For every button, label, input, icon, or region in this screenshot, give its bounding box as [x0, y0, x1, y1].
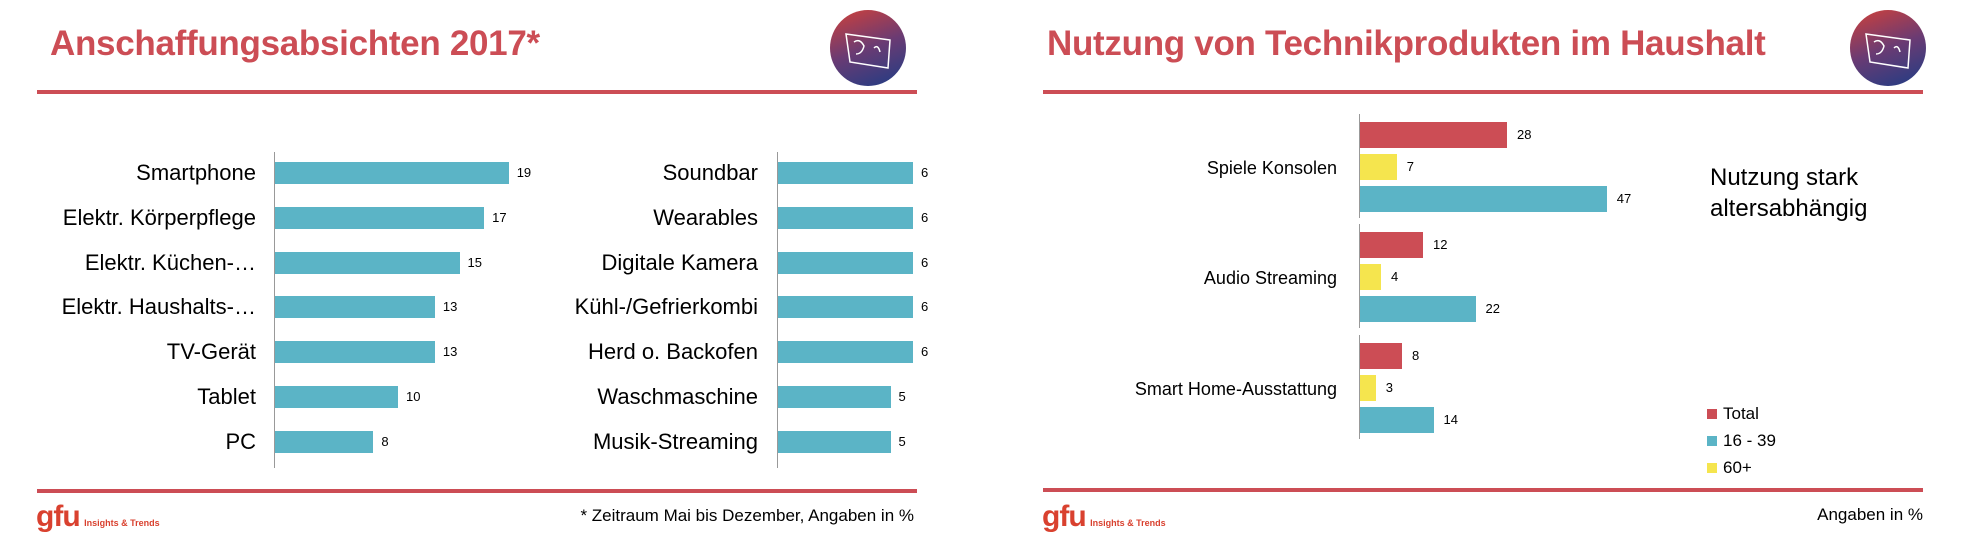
data-label: 10: [406, 389, 421, 404]
slide-title: Anschaffungsabsichten 2017*: [50, 24, 540, 63]
bar: [275, 341, 435, 364]
category-label: Elektr. Küchen-…: [84, 249, 256, 275]
data-label: 47: [1616, 191, 1632, 206]
bar: [1360, 264, 1381, 290]
category-label: Soundbar: [662, 160, 758, 185]
gfu-logo-subtitle: Insights & Trends: [84, 518, 160, 528]
side-note-line: Nutzung stark: [1710, 164, 1859, 191]
category-label: Musik-Streaming: [592, 428, 758, 454]
data-label: 19: [516, 165, 532, 180]
bar: [778, 430, 891, 453]
bar: [1360, 343, 1402, 369]
category-label: Smartphone: [136, 160, 256, 185]
data-label: 28: [1517, 127, 1532, 142]
legend-label: 16 - 39: [1723, 431, 1776, 450]
data-label: 8: [1412, 348, 1420, 363]
title-divider: [37, 90, 917, 94]
bar: [1360, 407, 1434, 433]
data-label: 3: [1385, 380, 1393, 395]
gfu-logo: gfu Insights & Trends: [36, 500, 160, 534]
brand-logo-icon: [1850, 10, 1926, 86]
bar: [778, 162, 913, 184]
brand-logo-icon: [830, 10, 906, 86]
gfu-logo-text: gfu: [1042, 500, 1087, 533]
category-label: Herd o. Backofen: [588, 339, 758, 365]
bar: [778, 386, 891, 408]
data-label: 6: [921, 299, 929, 315]
bar: [275, 386, 398, 408]
bar: [778, 296, 913, 319]
footer-divider: [1043, 488, 1923, 492]
category-label: PC: [225, 428, 256, 454]
data-label: 4: [1391, 269, 1399, 284]
legend-label: 60+: [1723, 458, 1752, 477]
data-label: 8: [381, 433, 389, 449]
gfu-logo: gfu Insights & Trends: [1042, 500, 1166, 534]
category-label: Tablet: [197, 384, 256, 409]
data-label: 22: [1485, 301, 1500, 316]
data-label: 13: [442, 344, 458, 360]
category-label: TV-Gerät: [166, 339, 256, 365]
bar: [1360, 375, 1376, 401]
category-label: Elektr. Haushalts-…: [61, 294, 256, 320]
category-label: Waschmaschine: [597, 384, 758, 409]
chart-axis: [777, 152, 778, 468]
legend-label: Total: [1723, 404, 1759, 423]
data-label: 5: [898, 433, 906, 449]
data-label: 6: [921, 165, 929, 180]
bar: [778, 251, 913, 274]
bar: [275, 162, 509, 184]
category-label: Smart Home-Ausstattung: [1134, 379, 1337, 399]
data-label: 6: [921, 254, 929, 270]
gfu-logo-text: gfu: [36, 500, 81, 533]
slide-title: Nutzung von Technikprodukten im Haushalt: [1047, 24, 1766, 63]
bar: [778, 206, 913, 229]
data-label: 5: [898, 389, 906, 404]
side-note: Nutzung stark altersabhängig: [1710, 162, 1867, 224]
data-label: 6: [921, 344, 929, 360]
data-label: 12: [1433, 237, 1448, 252]
category-label: Elektr. Körperpflege: [62, 204, 256, 230]
legend-swatch: [1707, 409, 1717, 419]
data-label: 14: [1443, 412, 1458, 427]
bar: [1360, 186, 1607, 212]
bar: [275, 251, 460, 274]
title-divider: [1043, 90, 1923, 94]
chart-axis: [1359, 114, 1360, 218]
footnote: Angaben in %: [1817, 505, 1923, 524]
category-label: Audio Streaming: [1203, 268, 1337, 288]
data-label: 17: [492, 209, 507, 225]
chart-axis: [1359, 335, 1360, 439]
bar: [1360, 122, 1507, 148]
category-label: Spiele Konsolen: [1206, 158, 1337, 178]
bar: [275, 430, 374, 453]
legend-swatch: [1707, 436, 1717, 446]
footer-divider: [37, 489, 917, 493]
data-label: 15: [467, 254, 482, 270]
category-label: Kühl-/Gefrierkombi: [574, 294, 758, 320]
bar: [1360, 154, 1397, 180]
chart-axis: [274, 152, 275, 468]
data-label: 7: [1406, 159, 1414, 174]
chart-axis: [1359, 224, 1360, 328]
data-label: 6: [921, 209, 929, 225]
data-label: 13: [442, 299, 458, 315]
gfu-logo-subtitle: Insights & Trends: [1090, 518, 1166, 528]
bar: [1360, 232, 1423, 258]
footnote: * Zeitraum Mai bis Dezember, Angaben in …: [580, 506, 914, 525]
bar: [275, 206, 485, 229]
bar: [1360, 296, 1476, 322]
bar: [275, 296, 435, 319]
bar: [778, 341, 913, 364]
category-label: Wearables: [653, 204, 758, 230]
legend-swatch: [1707, 463, 1717, 473]
category-label: Digitale Kamera: [601, 249, 758, 275]
side-note-line: altersabhängig: [1710, 195, 1868, 222]
